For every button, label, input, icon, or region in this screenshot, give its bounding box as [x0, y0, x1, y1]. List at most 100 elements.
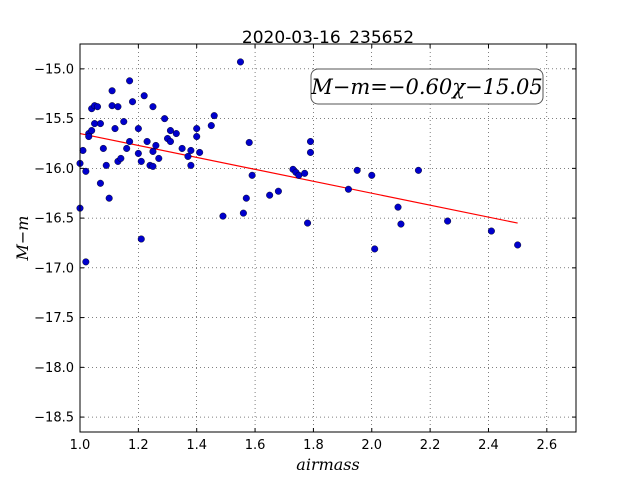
- data-point: [196, 148, 204, 156]
- data-point: [193, 125, 201, 133]
- data-point: [161, 115, 169, 123]
- x-tick-label: 1.0: [70, 438, 91, 453]
- data-point: [487, 227, 495, 235]
- data-point: [99, 144, 107, 152]
- data-point: [134, 125, 142, 133]
- data-point: [149, 162, 157, 170]
- x-axis-label: airmass: [296, 455, 359, 474]
- data-point: [236, 58, 244, 66]
- y-tick-label: −18.5: [34, 411, 74, 426]
- data-point: [248, 171, 256, 179]
- data-point: [137, 157, 145, 165]
- data-point: [105, 194, 113, 202]
- data-point: [414, 166, 422, 174]
- x-tick-label: 2.0: [361, 438, 382, 453]
- data-point: [126, 77, 134, 85]
- data-point: [172, 130, 180, 138]
- data-point: [155, 154, 163, 162]
- data-point: [368, 171, 376, 179]
- data-point: [134, 149, 142, 157]
- x-tick-label: 1.8: [303, 438, 324, 453]
- data-point: [187, 146, 195, 154]
- data-point: [301, 169, 309, 177]
- y-tick-label: −15.5: [34, 112, 74, 127]
- y-tick-label: −16.5: [34, 212, 74, 227]
- data-point: [187, 161, 195, 169]
- data-point: [242, 194, 250, 202]
- data-point: [108, 102, 116, 110]
- y-tick-label: −17.5: [34, 311, 74, 326]
- data-point: [120, 118, 128, 126]
- data-point: [219, 212, 227, 220]
- x-tick-label: 1.4: [186, 438, 207, 453]
- data-point: [166, 127, 174, 135]
- data-point: [304, 219, 312, 227]
- data-point: [306, 148, 314, 156]
- annotation-box: [310, 68, 544, 105]
- data-point: [88, 127, 96, 135]
- data-point: [371, 245, 379, 253]
- data-point: [114, 103, 122, 111]
- data-point: [137, 235, 145, 243]
- data-point: [444, 217, 452, 225]
- data-point: [239, 209, 247, 217]
- y-tick-label: −17.0: [34, 261, 74, 276]
- data-point: [126, 137, 134, 145]
- data-point: [140, 92, 148, 100]
- x-tick-label: 2.4: [478, 438, 499, 453]
- y-tick-labels: −15.0 −15.5 −16.0 −16.5 −17.0 −17.5 −18.0 −18.5: [34, 62, 74, 425]
- data-point: [207, 122, 215, 130]
- data-point: [193, 133, 201, 141]
- x-tick-label: 2.6: [536, 438, 557, 453]
- data-points: [76, 58, 522, 266]
- data-point: [306, 137, 314, 145]
- data-point: [245, 138, 253, 146]
- x-tick-labels: 1.0 1.2 1.4 1.6 1.8 2.0 2.2 2.4 2.6: [70, 438, 558, 453]
- data-point: [344, 185, 352, 193]
- data-point: [178, 144, 186, 152]
- plot-area: [76, 43, 577, 433]
- data-point: [166, 137, 174, 145]
- data-point: [274, 187, 282, 195]
- x-tick-label: 1.6: [245, 438, 266, 453]
- data-point: [394, 203, 402, 211]
- y-tick-label: −18.0: [34, 361, 74, 376]
- fit-annotation: M−m=−0.60χ−15.05: [310, 68, 544, 105]
- data-point: [210, 112, 218, 120]
- data-point: [94, 103, 102, 111]
- data-point: [184, 152, 192, 160]
- ticks: [79, 44, 576, 432]
- data-point: [79, 146, 87, 154]
- y-tick-label: −16.0: [34, 162, 74, 177]
- x-tick-label: 2.2: [420, 438, 441, 453]
- data-point: [82, 167, 90, 175]
- plot-frame: [79, 43, 577, 433]
- data-point: [149, 103, 157, 111]
- data-point: [266, 191, 274, 199]
- data-point: [397, 220, 405, 228]
- y-axis-label: M−m: [13, 216, 32, 262]
- data-point: [117, 154, 125, 162]
- annotation-text: M−m=−0.60χ−15.05: [310, 75, 542, 99]
- y-tick-label: −15.0: [34, 62, 74, 77]
- data-point: [108, 87, 116, 95]
- x-tick-label: 1.2: [128, 438, 149, 453]
- data-point: [91, 120, 99, 128]
- data-point: [82, 258, 90, 266]
- data-point: [149, 147, 157, 155]
- data-point: [85, 133, 93, 141]
- grid: [79, 44, 576, 432]
- data-point: [143, 137, 151, 145]
- data-point: [295, 171, 303, 179]
- data-point: [96, 120, 104, 128]
- data-point: [96, 179, 104, 187]
- data-point: [123, 144, 131, 152]
- data-point: [353, 166, 361, 174]
- data-point: [129, 98, 137, 106]
- data-point: [152, 141, 160, 149]
- chart-title: 2020-03-16_235652: [242, 28, 414, 48]
- data-point: [102, 161, 110, 169]
- data-point: [514, 241, 522, 249]
- data-point: [111, 125, 119, 133]
